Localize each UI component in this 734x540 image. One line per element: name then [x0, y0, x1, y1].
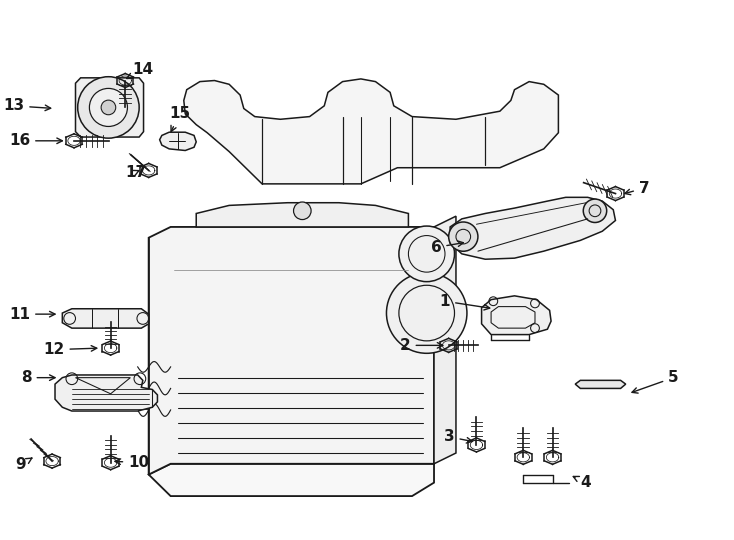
Circle shape — [448, 222, 478, 251]
Polygon shape — [62, 309, 149, 328]
Text: 17: 17 — [126, 165, 146, 179]
Text: 1: 1 — [440, 294, 490, 310]
Polygon shape — [149, 227, 434, 475]
Text: 8: 8 — [21, 370, 55, 385]
Text: 5: 5 — [632, 370, 679, 393]
Circle shape — [78, 77, 139, 138]
Text: 4: 4 — [573, 475, 591, 490]
Polygon shape — [76, 78, 144, 137]
Circle shape — [90, 89, 128, 126]
Circle shape — [387, 273, 467, 353]
Polygon shape — [434, 216, 456, 464]
Text: 7: 7 — [625, 181, 650, 195]
Text: 16: 16 — [9, 133, 62, 148]
Polygon shape — [575, 380, 625, 388]
Polygon shape — [450, 197, 616, 259]
Text: 15: 15 — [169, 106, 190, 132]
Circle shape — [101, 100, 116, 115]
Text: 3: 3 — [444, 429, 472, 444]
Text: 12: 12 — [43, 342, 97, 357]
Polygon shape — [196, 202, 408, 227]
Polygon shape — [184, 79, 559, 184]
Text: 2: 2 — [400, 338, 443, 353]
Text: 11: 11 — [9, 307, 55, 322]
Circle shape — [294, 202, 311, 220]
Text: 13: 13 — [3, 98, 51, 113]
Text: 10: 10 — [115, 455, 149, 470]
Text: 6: 6 — [431, 240, 463, 255]
Polygon shape — [55, 375, 158, 411]
Polygon shape — [159, 132, 196, 151]
Circle shape — [584, 199, 607, 222]
Polygon shape — [482, 296, 551, 335]
Text: 9: 9 — [15, 457, 32, 472]
Circle shape — [399, 226, 454, 282]
Polygon shape — [149, 464, 434, 496]
Text: 14: 14 — [127, 62, 153, 78]
